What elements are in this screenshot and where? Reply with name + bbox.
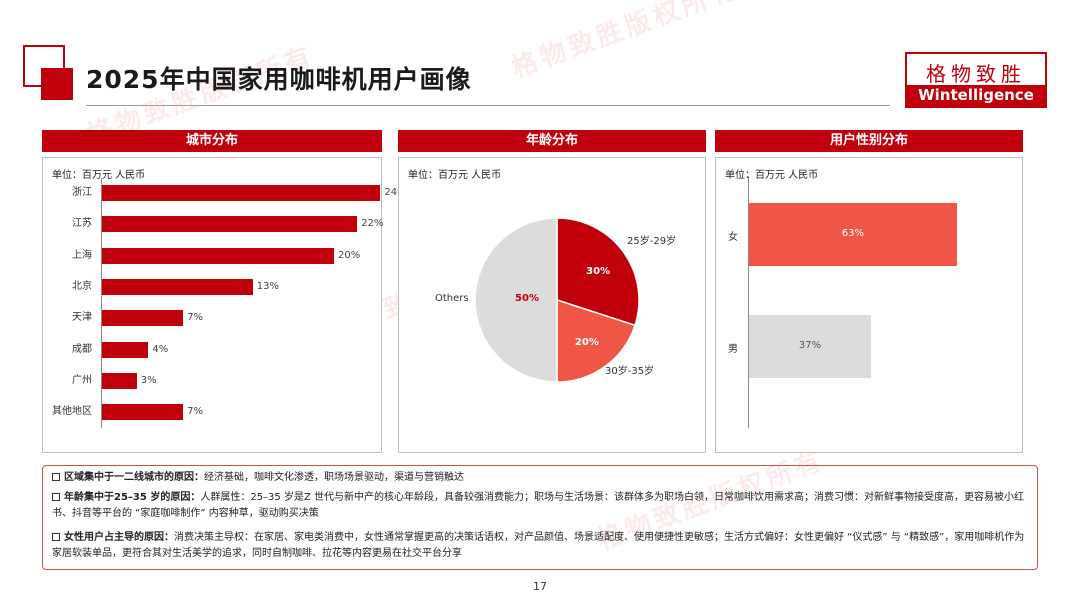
bar-row: 成都 4%	[43, 341, 373, 359]
category-label: 其他地区	[52, 406, 92, 418]
watermark: 格物致胜版权所有	[507, 0, 744, 84]
age-distribution-chart: 单位：百万元 人民币 30% 25岁-29岁 20% 30岁-35岁 50% Others	[398, 157, 706, 453]
logo-english-text: Wintelligence	[907, 85, 1045, 106]
age-panel-title: 年龄分布	[398, 130, 706, 152]
pie-slice	[556, 217, 640, 327]
bar	[102, 341, 149, 358]
title-decoration-square	[41, 68, 73, 100]
value-label: 3%	[140, 374, 157, 386]
note-lead: 区域集中于一二线城市的原因：	[64, 472, 204, 483]
gender-panel-title: 用户性别分布	[715, 130, 1023, 152]
bar-row: 上海 20%	[43, 247, 373, 265]
bar	[102, 372, 137, 389]
page-title: 2025年中国家用咖啡机用户画像	[86, 65, 472, 94]
bar	[102, 185, 381, 201]
pie-slice	[556, 298, 636, 383]
category-label: 北京	[72, 280, 92, 292]
bar	[102, 278, 253, 295]
note-lead: 年龄集中于25–35 岁的原因：	[64, 492, 201, 503]
brand-logo: 格物致胜 Wintelligence	[905, 52, 1047, 108]
logo-chinese-text: 格物致胜	[926, 62, 1026, 86]
unit-label: 单位：百万元 人民币	[52, 170, 146, 181]
bar-row: 广州 3%	[43, 372, 373, 390]
slice-value-label: 30%	[586, 266, 610, 277]
y-axis-line	[101, 178, 102, 428]
bar-row: 其他地区 7%	[43, 403, 373, 421]
notes-box: 区域集中于一二线城市的原因：经济基础，咖啡文化渗透，职场场景驱动，渠道与营销触达…	[42, 465, 1038, 570]
value-label: 13%	[256, 280, 280, 292]
unit-label: 单位：百万元 人民币	[408, 170, 502, 181]
value-label: 63%	[841, 228, 865, 239]
age-pie-svg: 30% 25岁-29岁 20% 30岁-35岁 50% Others	[435, 217, 676, 383]
pie-slice	[474, 217, 558, 383]
category-label: 男	[728, 344, 738, 355]
note-item: 区域集中于一二线城市的原因：经济基础，咖啡文化渗透，职场场景驱动，渠道与营销触达	[52, 470, 1027, 486]
y-axis-line	[748, 176, 749, 428]
value-label: 24%	[384, 187, 407, 198]
slice-value-label: 20%	[575, 337, 599, 348]
slice-name-label: 30岁-35岁	[605, 364, 654, 377]
value-label: 37%	[798, 340, 822, 351]
page-number: 17	[533, 580, 547, 593]
value-label: 4%	[152, 343, 169, 355]
checkbox-bullet-icon	[52, 533, 60, 541]
bar-row: 北京 13%	[43, 278, 373, 296]
note-lead: 女性用户占主导的原因：	[64, 532, 174, 543]
bar	[749, 315, 872, 378]
checkbox-bullet-icon	[52, 493, 60, 501]
category-label: 浙江	[72, 187, 92, 198]
note-text: 人群属性：25–35 岁是Z 世代与新中产的核心年龄段，具备较强消费能力；职场与…	[52, 492, 1024, 519]
unit-label: 单位：百万元 人民币	[725, 170, 819, 181]
bar	[102, 310, 184, 327]
slice-name-label: 25岁-29岁	[627, 234, 676, 247]
value-label: 7%	[187, 312, 204, 324]
bar-row: 天津 7%	[43, 309, 373, 327]
city-distribution-chart: 单位：百万元 人民币 浙江 24% 江苏 22% 上海 20% 北京 13% 天津 7% 成都 4% 广…	[42, 157, 407, 453]
value-label: 20%	[338, 249, 361, 261]
category-label: 天津	[72, 312, 92, 324]
city-panel-title: 城市分布	[42, 130, 382, 152]
category-label: 上海	[72, 249, 92, 261]
title-divider	[86, 105, 890, 106]
category-label: 成都	[72, 343, 92, 355]
checkbox-bullet-icon	[52, 473, 60, 481]
gender-distribution-chart: 单位：百万元 人民币 女 63% 男 37%	[715, 157, 1023, 453]
category-label: 江苏	[72, 218, 92, 230]
value-label: 22%	[361, 218, 384, 230]
note-text: 经济基础，咖啡文化渗透，职场场景驱动，渠道与营销触达	[204, 472, 464, 483]
bar-row: 浙江 24%	[43, 184, 407, 202]
category-label: 广州	[72, 374, 92, 386]
bar	[102, 216, 358, 233]
note-item: 年龄集中于25–35 岁的原因：人群属性：25–35 岁是Z 世代与新中产的核心…	[52, 490, 1027, 522]
bar-row: 江苏 22%	[43, 215, 383, 233]
note-item: 女性用户占主导的原因：消费决策主导权：在家居、家电类消费中，女性通常掌握更高的决…	[52, 530, 1027, 562]
category-label: 女	[728, 232, 738, 243]
bar	[102, 404, 184, 421]
bar	[749, 203, 957, 266]
slice-value-label: 50%	[515, 293, 539, 304]
note-text: 消费决策主导权：在家居、家电类消费中，女性通常掌握更高的决策话语权，对产品颜值、…	[52, 532, 1025, 559]
slice-name-label: Others	[435, 293, 469, 304]
bar	[102, 247, 334, 264]
value-label: 7%	[187, 406, 204, 418]
